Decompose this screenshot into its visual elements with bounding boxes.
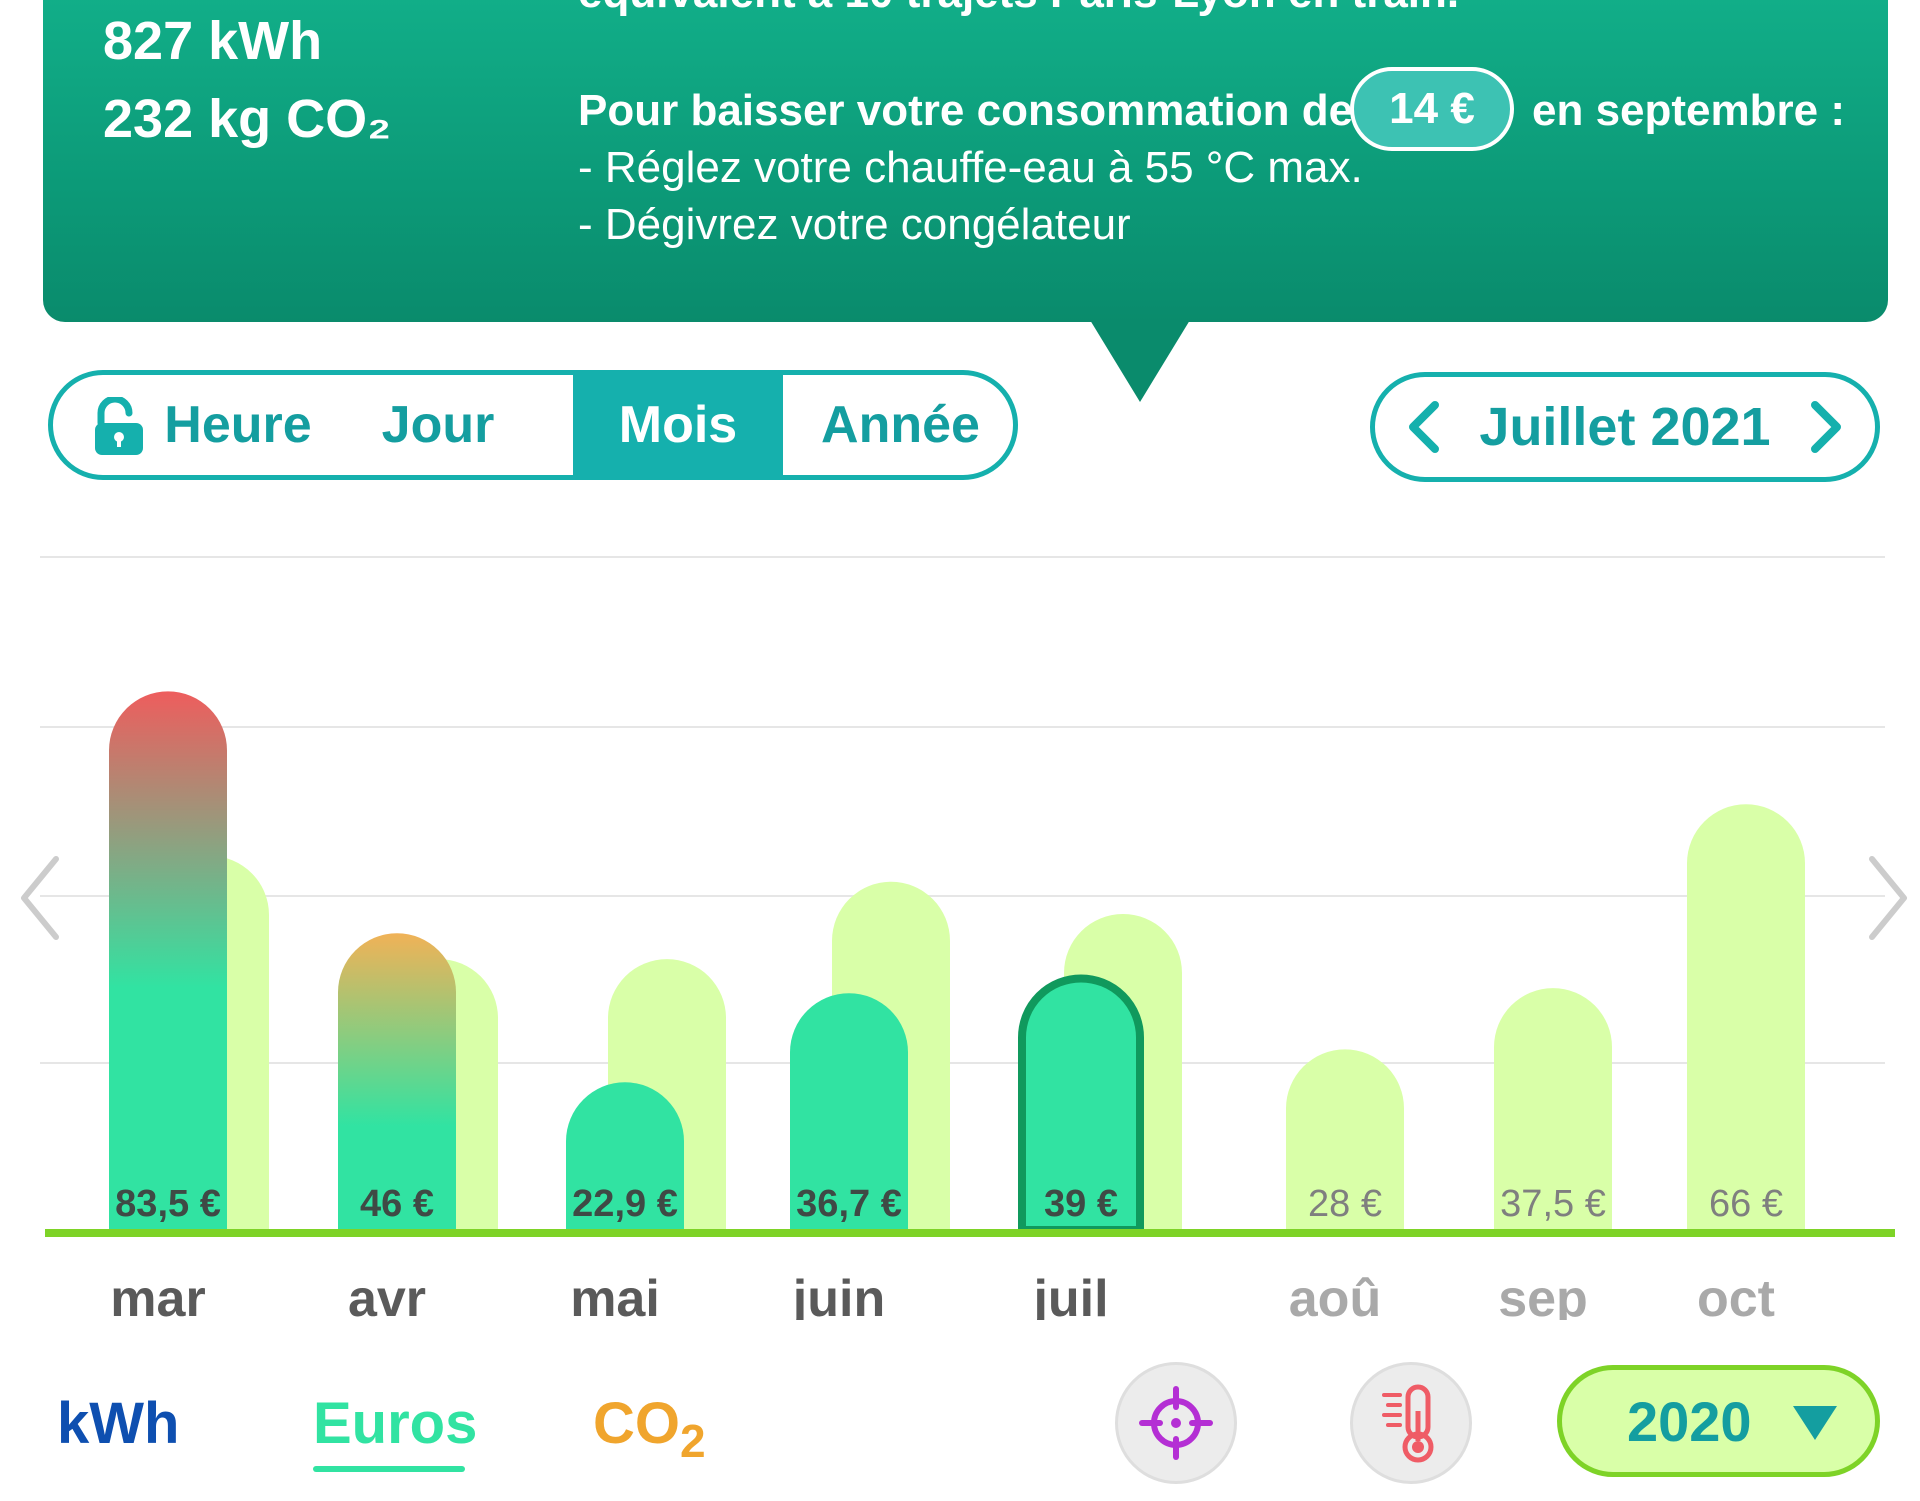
unit-co2-subscript: 2 — [680, 1415, 706, 1467]
unit-tab-euros[interactable]: Euros — [313, 1390, 477, 1457]
bar-value-label: 36,7 € — [796, 1183, 902, 1225]
current-year-bar[interactable] — [566, 1082, 684, 1230]
period-option-annee[interactable]: Année — [821, 396, 980, 454]
month-axis-label[interactable]: aoû — [1289, 1270, 1381, 1328]
unit-co2-label: CO — [593, 1391, 680, 1456]
month-axis-label[interactable]: mai — [570, 1270, 660, 1328]
bar-value-label: 22,9 € — [572, 1183, 678, 1225]
chevron-right-icon[interactable] — [1803, 399, 1847, 455]
bar-value-label: 46 € — [360, 1183, 434, 1225]
month-axis-label[interactable]: oct — [1697, 1270, 1775, 1328]
month-axis-label[interactable]: juil — [1032, 1270, 1108, 1328]
selected-unit-underline — [313, 1466, 465, 1472]
tip-item: - Réglez votre chauffe-eau à 55 °C max. — [578, 143, 1363, 192]
selected-month-bar[interactable] — [1018, 974, 1144, 1234]
triangle-down-icon — [1793, 1406, 1837, 1440]
current-year-bar[interactable] — [109, 691, 227, 1230]
bar-chart-svg: 83,5 € 46 € 22,9 € 36,7 € 39 € 28 € 37,5 € 66 €… — [40, 556, 1895, 1328]
target-button[interactable] — [1115, 1362, 1237, 1484]
comparison-year-value: 2020 — [1627, 1389, 1752, 1453]
month-axis-label[interactable]: sep — [1498, 1270, 1588, 1328]
bar-value-label: 37,5 € — [1500, 1183, 1606, 1225]
info-card — [43, 0, 1888, 322]
bar-value-label: 66 € — [1709, 1183, 1783, 1225]
unit-kwh-label: kWh — [57, 1391, 180, 1456]
bar-value-label: 83,5 € — [115, 1183, 221, 1225]
tip-item: - Dégivrez votre congélateur — [578, 200, 1131, 249]
chart-prev-icon[interactable] — [18, 855, 62, 941]
crosshair-target-icon — [1139, 1386, 1213, 1460]
period-option-mois[interactable]: Mois — [573, 375, 783, 475]
previous-year-bar[interactable] — [1286, 1049, 1404, 1230]
date-navigator: Juillet 2021 — [1370, 372, 1880, 482]
tip-month: en septembre : — [1532, 86, 1845, 135]
unit-euros-label: Euros — [313, 1391, 478, 1456]
comparison-year-select[interactable]: 2020 — [1557, 1365, 1880, 1477]
period-selector: Heure Jour Mois Année — [48, 370, 1018, 480]
tip-amount-badge: 14 € — [1350, 67, 1514, 151]
previous-year-bar[interactable] — [1687, 804, 1805, 1230]
previous-year-bar[interactable] — [1494, 988, 1612, 1230]
current-year-bar[interactable] — [338, 933, 456, 1230]
temperature-button[interactable] — [1350, 1362, 1472, 1484]
month-axis-label[interactable]: juin — [792, 1270, 885, 1328]
bar-value-label: 39 € — [1044, 1183, 1118, 1225]
consumption-chart: 83,5 € 46 € 22,9 € 36,7 € 39 € 28 € 37,5 € 66 €… — [0, 500, 1920, 1328]
thermometer-icon — [1382, 1384, 1434, 1463]
equivalence-text: équivalent à 10 trajets Paris-Lyon en tr… — [578, 0, 1459, 18]
current-period-label: Juillet 2021 — [1479, 397, 1771, 457]
unit-tab-co2[interactable]: CO2 — [593, 1390, 706, 1468]
unit-tab-kwh[interactable]: kWh — [57, 1390, 179, 1457]
chart-next-icon[interactable] — [1866, 855, 1910, 941]
current-year-bar[interactable] — [790, 993, 908, 1230]
tip-heading: Pour baisser votre consommation de — [578, 86, 1354, 135]
info-card-pointer — [1090, 320, 1190, 402]
bar-value-label: 28 € — [1308, 1183, 1382, 1225]
period-option-jour[interactable]: Jour — [381, 396, 495, 454]
period-option-heure[interactable]: Heure — [164, 396, 312, 454]
kwh-total: 827 kWh — [103, 11, 323, 71]
chevron-left-icon[interactable] — [1403, 399, 1447, 455]
unlocked-padlock-icon[interactable] — [91, 397, 147, 457]
co2-total: 232 kg CO₂ — [103, 89, 392, 149]
month-axis-label[interactable]: mar — [110, 1270, 205, 1328]
month-axis-label[interactable]: avr — [348, 1270, 426, 1328]
